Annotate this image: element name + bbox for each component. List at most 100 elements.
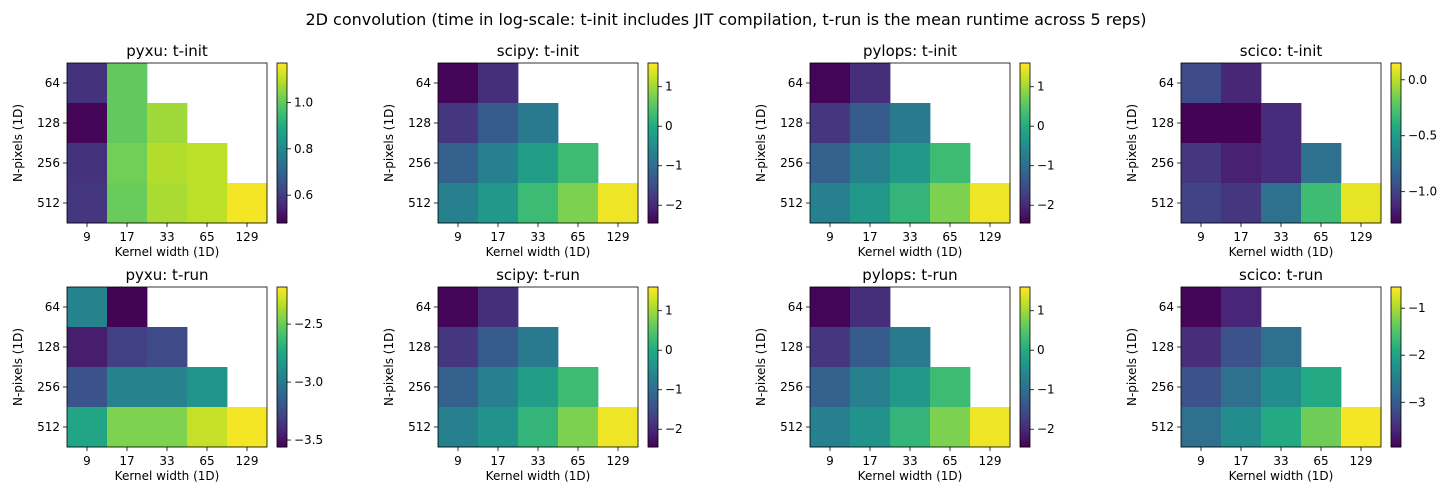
colorbar-segment (1020, 289, 1030, 293)
colorbar-segment (1391, 118, 1401, 121)
panel-title: pyxu: t-run (125, 266, 208, 284)
colorbar-segment (277, 178, 287, 181)
heatmap-cell (518, 183, 559, 224)
colorbar-segment (648, 342, 658, 345)
colorbar-segment (648, 409, 658, 413)
heatmap-cell (438, 143, 479, 184)
colorbar-segment (648, 347, 658, 350)
colorbar-segment (648, 173, 658, 176)
colorbar-segment (277, 382, 287, 385)
colorbar-segment (648, 138, 658, 141)
colorbar-segment (1020, 314, 1030, 318)
colorbar-segment (1020, 352, 1030, 355)
colorbar-segment (648, 160, 658, 164)
colorbar-segment (648, 103, 658, 106)
colorbar-segment (1391, 347, 1401, 350)
heatmap-cell (850, 367, 891, 408)
colorbar-segment (648, 437, 658, 440)
colorbar-segment (648, 178, 658, 181)
colorbar-segment (648, 324, 658, 328)
y-tick-label: 512 (408, 420, 431, 434)
colorbar-segment (277, 108, 287, 111)
colorbar-tick-label: −1 (1408, 301, 1426, 315)
colorbar-segment (648, 128, 658, 131)
x-tick-label: 17 (862, 454, 877, 468)
colorbar-segment (648, 125, 658, 129)
y-tick-label: 64 (45, 76, 60, 90)
colorbar-segment (1020, 200, 1030, 204)
colorbar-segment (1020, 190, 1030, 194)
colorbar-segment (648, 327, 658, 330)
colorbar-segment (277, 115, 287, 119)
colorbar-segment (1020, 70, 1030, 74)
colorbar-segment (648, 442, 658, 445)
colorbar-segment (1020, 302, 1030, 305)
colorbar-segment (277, 213, 287, 216)
heatmap-panel: pyxu: t-run 9 17 33 65 129 64 128 256 512 Kernel w… (11, 266, 323, 483)
colorbar-segment (1020, 135, 1030, 139)
colorbar-segment (1391, 133, 1401, 136)
colorbar-segment (1020, 110, 1030, 114)
colorbar-segment (1391, 190, 1401, 194)
panel-title: scipy: t-init (497, 42, 579, 60)
heatmap-cell (438, 103, 479, 144)
colorbar-segment (648, 429, 658, 433)
colorbar-segment (1391, 374, 1401, 378)
colorbar-segment (1391, 297, 1401, 300)
colorbar-segment (1020, 372, 1030, 375)
colorbar-segment (1020, 362, 1030, 365)
colorbar-segment (648, 145, 658, 149)
colorbar-segment (1020, 354, 1030, 358)
colorbar-tick-label: −2 (665, 198, 683, 212)
panel-title: pyxu: t-init (126, 42, 208, 60)
colorbar-segment (648, 404, 658, 408)
x-tick-label: 65 (199, 230, 214, 244)
colorbar-segment (277, 200, 287, 204)
panel-title: scico: t-init (1240, 42, 1323, 60)
colorbar-segment (1020, 339, 1030, 343)
heatmap-cell (187, 143, 228, 184)
colorbar-segment (1391, 369, 1401, 373)
heatmap-cell (438, 183, 479, 224)
colorbar-segment (648, 93, 658, 96)
colorbar-segment (648, 304, 658, 308)
colorbar-segment (1391, 80, 1401, 84)
y-tick-label: 64 (45, 300, 60, 314)
colorbar-segment (277, 399, 287, 403)
colorbar-segment (1391, 414, 1401, 418)
colorbar-segment (1020, 85, 1030, 89)
colorbar-segment (277, 287, 287, 290)
colorbar-segment (1020, 429, 1030, 433)
heatmap-cell (1221, 327, 1262, 368)
colorbar-segment (1391, 387, 1401, 390)
panel-title: pylops: t-init (863, 42, 957, 60)
colorbar-segment (648, 88, 658, 91)
colorbar-segment (1391, 317, 1401, 320)
colorbar-segment (648, 68, 658, 71)
heatmap-panel: pylops: t-run 9 17 33 65 129 64 128 256 512 Kernel… (754, 266, 1055, 483)
colorbar-segment (277, 347, 287, 350)
colorbar-segment (1020, 175, 1030, 179)
colorbar-frame (276, 62, 288, 224)
colorbar-segment (1391, 73, 1401, 76)
colorbar-segment (277, 203, 287, 206)
colorbar-segment (1391, 178, 1401, 181)
colorbar-tick-label: 0.6 (294, 188, 313, 202)
colorbar-segment (648, 213, 658, 216)
colorbar-segment (1020, 125, 1030, 129)
colorbar-segment (648, 95, 658, 99)
colorbar-segment (277, 123, 287, 126)
colorbar-segment (648, 148, 658, 151)
colorbar-segment (1391, 444, 1401, 448)
colorbar-segment (1020, 165, 1030, 169)
heatmap-panel: scico: t-init 9 17 33 65 129 64 128 256 512 Kernel… (1125, 42, 1437, 259)
colorbar-segment (277, 322, 287, 325)
colorbar-segment (648, 309, 658, 313)
y-tick-label: 256 (408, 156, 431, 170)
colorbar-segment (1020, 98, 1030, 101)
colorbar-frame (1019, 62, 1031, 224)
colorbar-segment (648, 70, 658, 74)
colorbar-segment (648, 387, 658, 390)
colorbar-segment (277, 392, 287, 395)
colorbar-segment (277, 160, 287, 164)
